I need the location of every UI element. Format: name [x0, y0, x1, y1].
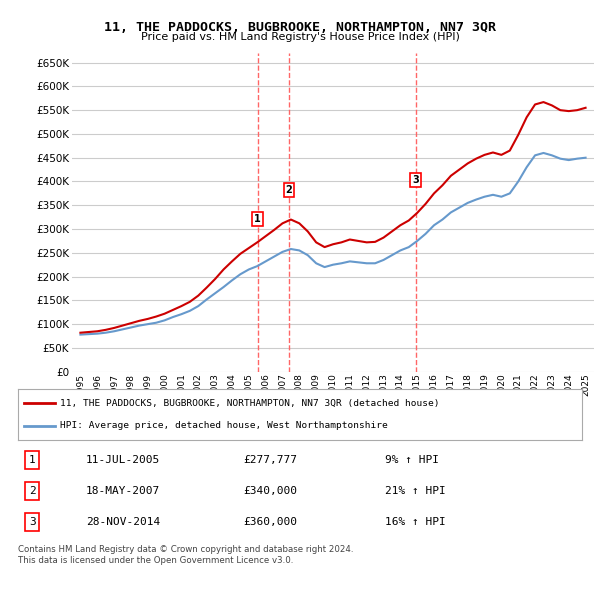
Text: 11-JUL-2005: 11-JUL-2005: [86, 455, 160, 465]
Text: 1: 1: [29, 455, 35, 465]
Text: HPI: Average price, detached house, West Northamptonshire: HPI: Average price, detached house, West…: [60, 421, 388, 430]
Text: 21% ↑ HPI: 21% ↑ HPI: [385, 486, 445, 496]
Text: 28-NOV-2014: 28-NOV-2014: [86, 517, 160, 527]
Text: 18-MAY-2007: 18-MAY-2007: [86, 486, 160, 496]
Text: This data is licensed under the Open Government Licence v3.0.: This data is licensed under the Open Gov…: [18, 556, 293, 565]
Text: £340,000: £340,000: [244, 486, 298, 496]
Text: 11, THE PADDOCKS, BUGBROOKE, NORTHAMPTON, NN7 3QR: 11, THE PADDOCKS, BUGBROOKE, NORTHAMPTON…: [104, 21, 496, 34]
Text: £277,777: £277,777: [244, 455, 298, 465]
Text: 3: 3: [412, 175, 419, 185]
Text: Price paid vs. HM Land Registry's House Price Index (HPI): Price paid vs. HM Land Registry's House …: [140, 32, 460, 42]
Text: 9% ↑ HPI: 9% ↑ HPI: [385, 455, 439, 465]
Text: 2: 2: [29, 486, 35, 496]
Text: 16% ↑ HPI: 16% ↑ HPI: [385, 517, 445, 527]
Text: £360,000: £360,000: [244, 517, 298, 527]
Text: 11, THE PADDOCKS, BUGBROOKE, NORTHAMPTON, NN7 3QR (detached house): 11, THE PADDOCKS, BUGBROOKE, NORTHAMPTON…: [60, 399, 440, 408]
Text: 3: 3: [29, 517, 35, 527]
Text: Contains HM Land Registry data © Crown copyright and database right 2024.: Contains HM Land Registry data © Crown c…: [18, 545, 353, 553]
Text: 1: 1: [254, 214, 261, 224]
Text: 2: 2: [286, 185, 292, 195]
